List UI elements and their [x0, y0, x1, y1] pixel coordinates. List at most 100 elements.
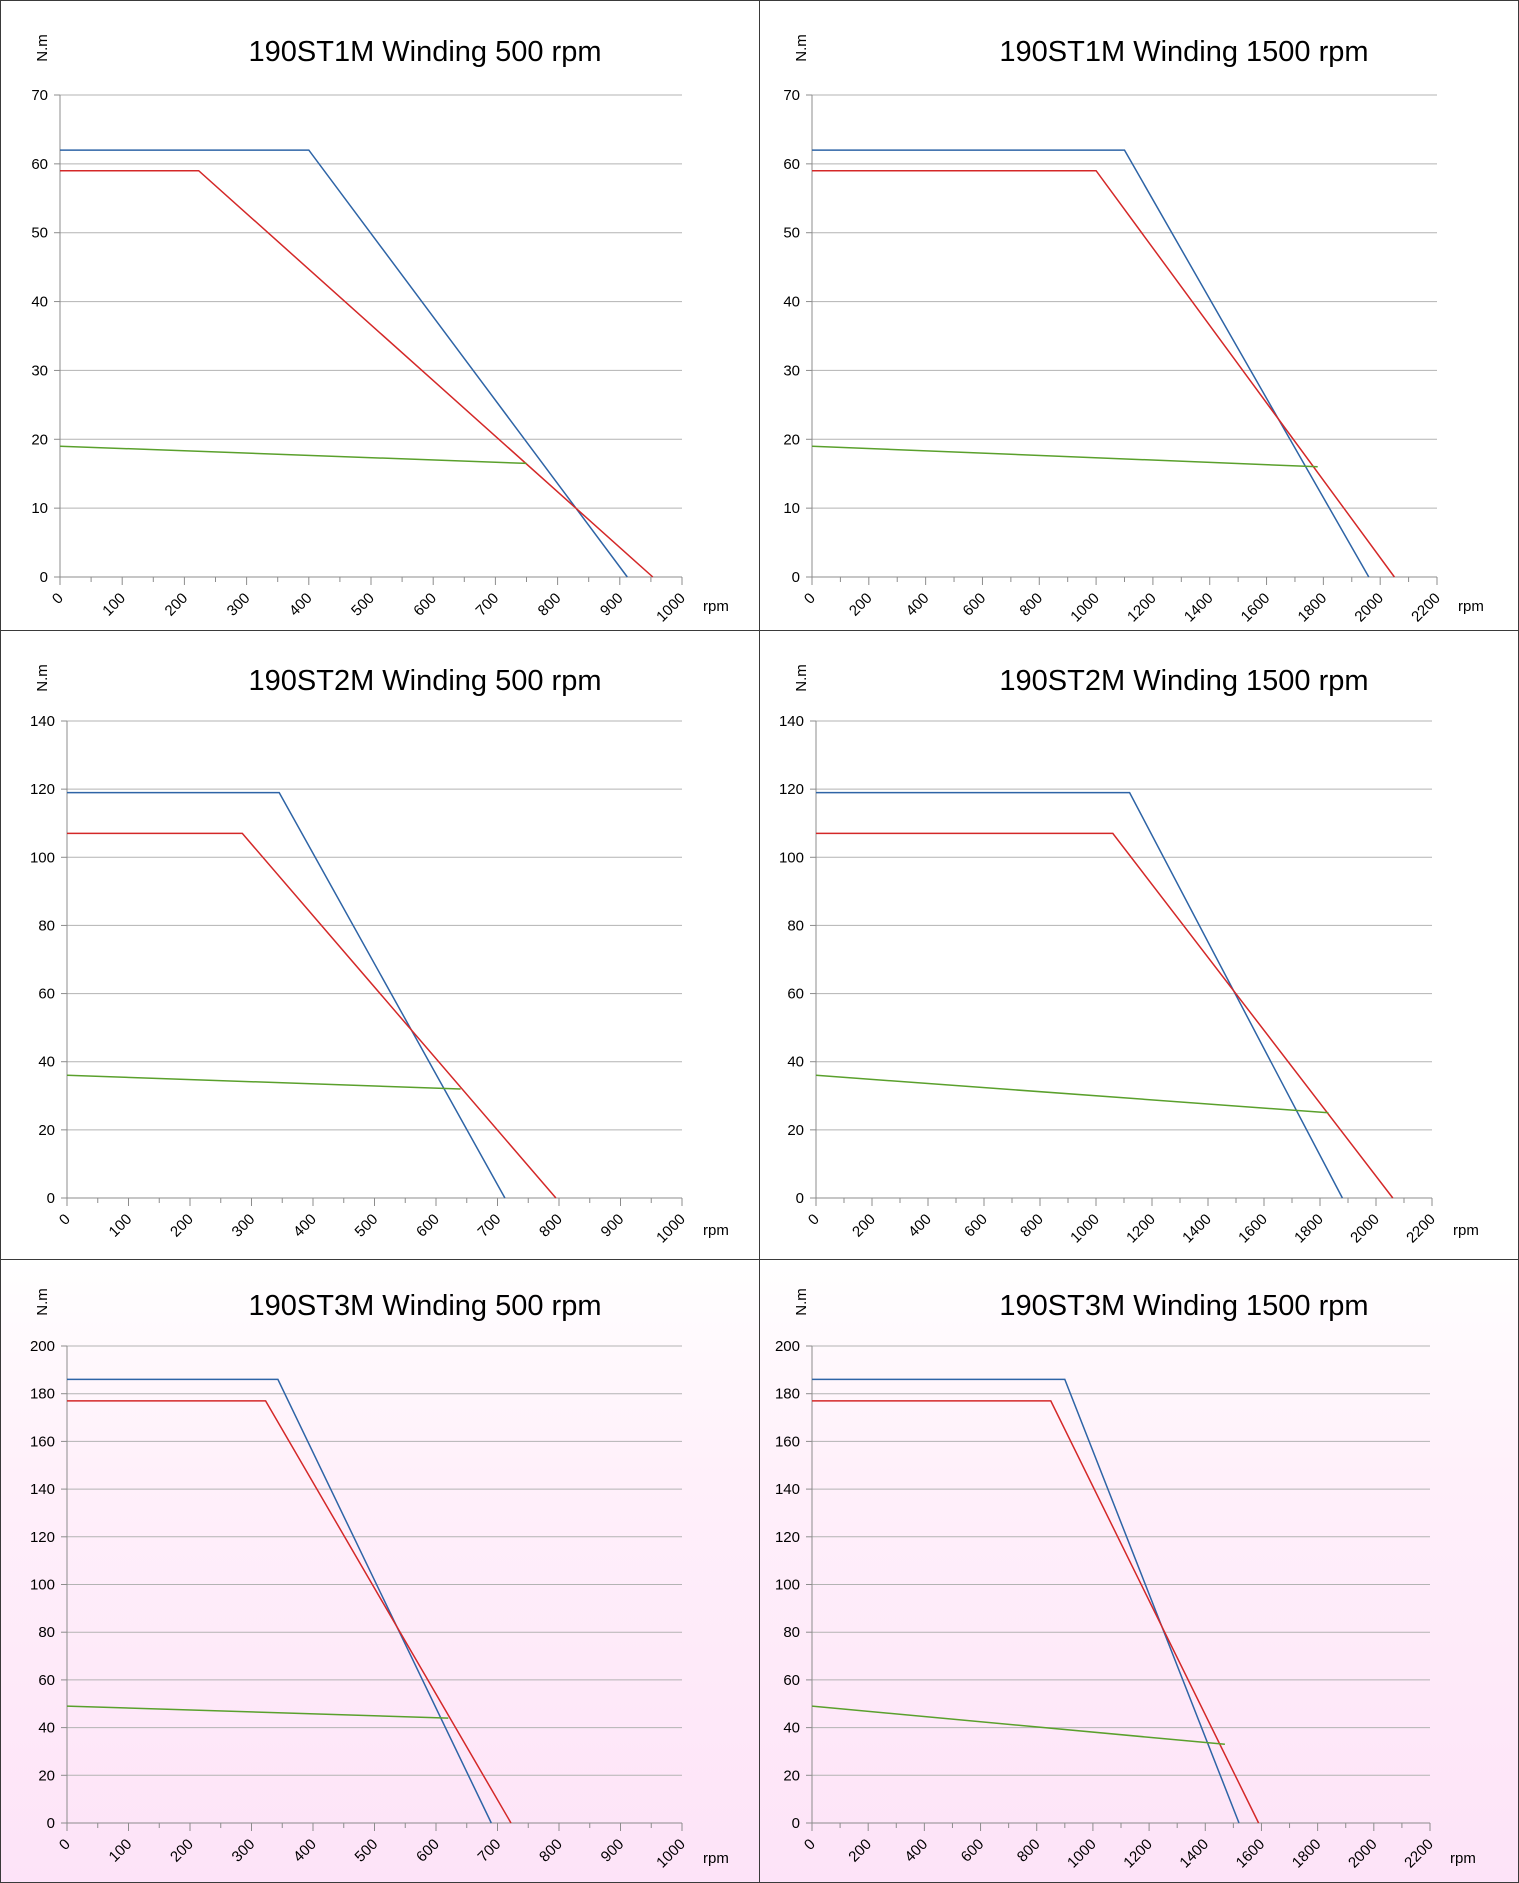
x-tick-label: 200 — [845, 1836, 875, 1866]
x-tick-label: 1200 — [1123, 1211, 1159, 1247]
series-line-blue — [67, 791, 506, 1199]
x-tick-label: 600 — [958, 1836, 988, 1866]
y-tick-label: 180 — [775, 1386, 800, 1403]
y-tick-label: 40 — [787, 1054, 804, 1071]
x-tick-label: 900 — [597, 590, 627, 620]
y-axis-label: N.m — [34, 1288, 51, 1316]
y-tick-label: 80 — [787, 917, 804, 934]
series-line-green — [811, 1705, 1225, 1746]
x-tick-label: 400 — [290, 1836, 320, 1866]
x-axis-label: rpm — [1453, 1222, 1479, 1239]
x-tick-label: 400 — [905, 1211, 935, 1241]
y-tick-label: 80 — [38, 1624, 55, 1641]
series-line-blue — [816, 791, 1344, 1199]
series-line-red — [816, 832, 1394, 1199]
x-tick-label: 200 — [849, 1211, 879, 1241]
x-tick-label: 100 — [106, 1211, 136, 1241]
x-tick-label: 800 — [1017, 1211, 1047, 1241]
y-tick-label: 40 — [783, 1720, 800, 1737]
x-tick-label: 1000 — [653, 590, 689, 626]
x-tick-label: 1000 — [653, 1836, 689, 1872]
x-tick-label: 0 — [801, 590, 819, 608]
x-tick-label: 100 — [99, 590, 129, 620]
y-tick-label: 60 — [38, 986, 55, 1003]
chart-title: 190ST2M Winding 1500 rpm — [999, 665, 1368, 697]
x-tick-label: 2000 — [1345, 1836, 1381, 1872]
y-axis-label: N.m — [34, 664, 51, 692]
y-tick-label: 70 — [783, 87, 800, 104]
x-axis-label: rpm — [703, 1850, 729, 1867]
chart-panel-st2m-500: 0 20 40 60 80 100 120 140 0 100 200 300 400 500 600 700… — [0, 630, 760, 1260]
x-tick-label: 100 — [106, 1836, 136, 1866]
x-tick-label: 2000 — [1347, 1211, 1383, 1247]
y-tick-label: 140 — [779, 713, 804, 730]
chart-panel-st1m-1500: 0 10 20 30 40 50 60 70 0 200 400 600 800 1000 1200 1400… — [759, 0, 1519, 631]
x-tick-label: 400 — [290, 1211, 320, 1241]
y-tick-label: 20 — [783, 431, 800, 448]
y-tick-label: 160 — [775, 1433, 800, 1450]
x-tick-label: 1400 — [1176, 1836, 1212, 1872]
x-tick-label: 200 — [846, 590, 876, 620]
y-tick-label: 100 — [779, 849, 804, 866]
y-tick-label: 10 — [31, 500, 48, 517]
x-tick-label: 1400 — [1179, 1211, 1215, 1247]
x-tick-label: 800 — [536, 1836, 566, 1866]
x-tick-label: 0 — [805, 1211, 823, 1229]
x-tick-label: 200 — [167, 1836, 197, 1866]
x-tick-label: 200 — [167, 1211, 197, 1241]
y-tick-label: 80 — [38, 917, 55, 934]
x-axis-label: rpm — [703, 598, 729, 615]
y-tick-label: 140 — [30, 1481, 55, 1498]
x-axis-label: rpm — [703, 1222, 729, 1239]
series-line-red — [67, 1400, 512, 1824]
x-tick-label: 1200 — [1124, 590, 1160, 626]
y-tick-label: 20 — [38, 1767, 55, 1784]
chart-title: 190ST3M Winding 500 rpm — [249, 1290, 602, 1322]
x-tick-label: 600 — [960, 590, 990, 620]
x-tick-label: 300 — [229, 1211, 259, 1241]
x-tick-label: 1600 — [1238, 590, 1274, 626]
series-line-green — [59, 445, 527, 465]
chart-panel-st3m-500: 0 20 40 60 80 100 120 140 160 180 200 0 100 200 300 400… — [0, 1259, 760, 1883]
x-tick-label: 600 — [413, 1836, 443, 1866]
y-tick-label: 120 — [30, 1529, 55, 1546]
x-tick-label: 600 — [410, 590, 440, 620]
x-tick-label: 800 — [1014, 1836, 1044, 1866]
x-tick-label: 1800 — [1289, 1836, 1325, 1872]
x-tick-label: 600 — [413, 1211, 443, 1241]
x-tick-label: 2000 — [1351, 590, 1387, 626]
y-tick-label: 0 — [40, 569, 48, 586]
chart-title: 190ST1M Winding 500 rpm — [249, 36, 602, 68]
y-tick-label: 40 — [38, 1054, 55, 1071]
x-tick-label: 300 — [229, 1836, 259, 1866]
x-tick-label: 800 — [535, 590, 565, 620]
y-tick-label: 100 — [775, 1577, 800, 1594]
x-tick-label: 0 — [801, 1836, 819, 1854]
series-line-blue — [812, 149, 1370, 578]
series-line-blue — [60, 149, 628, 578]
y-tick-label: 60 — [31, 156, 48, 173]
y-axis-label: N.m — [793, 664, 810, 692]
x-tick-label: 700 — [475, 1836, 505, 1866]
y-tick-label: 0 — [792, 1815, 800, 1832]
y-tick-label: 0 — [792, 569, 800, 586]
x-tick-label: 1200 — [1120, 1836, 1156, 1872]
x-tick-label: 400 — [901, 1836, 931, 1866]
x-tick-label: 200 — [162, 590, 192, 620]
x-tick-label: 1600 — [1235, 1211, 1271, 1247]
y-tick-label: 20 — [31, 431, 48, 448]
chart-title: 190ST3M Winding 1500 rpm — [999, 1290, 1368, 1322]
x-tick-label: 0 — [56, 1211, 74, 1229]
chart-panel-st2m-1500: 0 20 40 60 80 100 120 140 0 200 400 600 800 1000 1200 1… — [759, 630, 1519, 1260]
y-tick-label: 100 — [30, 849, 55, 866]
x-tick-label: 1000 — [653, 1211, 689, 1247]
y-tick-label: 20 — [38, 1122, 55, 1139]
x-tick-label: 2200 — [1403, 1211, 1439, 1247]
series-line-green — [66, 1705, 449, 1719]
chart-svg: 0 20 40 60 80 100 120 140 0 100 200 300 400 500 600 700… — [30, 664, 729, 1247]
x-tick-label: 1800 — [1295, 590, 1331, 626]
x-tick-label: 1400 — [1181, 590, 1217, 626]
x-tick-label: 0 — [49, 590, 67, 608]
